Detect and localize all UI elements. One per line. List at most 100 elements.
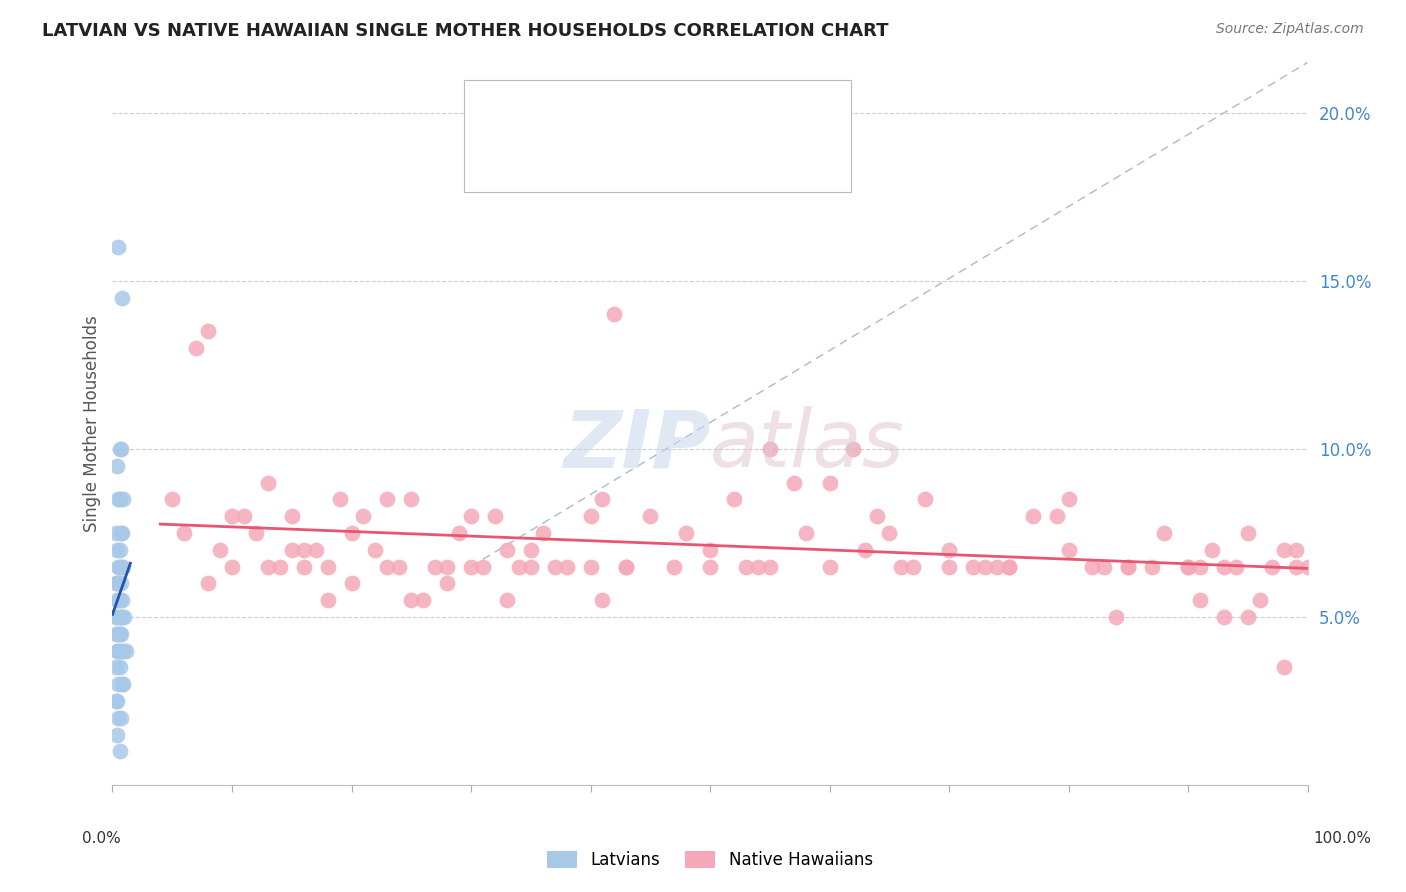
Point bbox=[747, 559, 769, 574]
Text: atlas: atlas bbox=[710, 407, 905, 484]
Point bbox=[759, 559, 782, 574]
Point bbox=[1272, 660, 1295, 674]
Point bbox=[1057, 542, 1080, 557]
Point bbox=[197, 576, 219, 591]
Point bbox=[112, 559, 135, 574]
Text: Source: ZipAtlas.com: Source: ZipAtlas.com bbox=[1216, 22, 1364, 37]
Point bbox=[879, 525, 901, 540]
Text: 0.0%: 0.0% bbox=[82, 831, 121, 847]
Text: LATVIAN VS NATIVE HAWAIIAN SINGLE MOTHER HOUSEHOLDS CORRELATION CHART: LATVIAN VS NATIVE HAWAIIAN SINGLE MOTHER… bbox=[42, 22, 889, 40]
Point bbox=[616, 559, 638, 574]
Point bbox=[1118, 559, 1140, 574]
Point bbox=[111, 291, 134, 305]
Point bbox=[108, 542, 131, 557]
Point bbox=[914, 492, 936, 507]
Point bbox=[107, 677, 129, 691]
Point bbox=[107, 643, 129, 657]
Point bbox=[508, 559, 530, 574]
Point bbox=[592, 593, 614, 607]
Point bbox=[209, 542, 232, 557]
Point bbox=[105, 727, 128, 741]
Point bbox=[110, 610, 132, 624]
Point bbox=[1249, 593, 1271, 607]
Point bbox=[107, 576, 129, 591]
Point bbox=[903, 559, 925, 574]
Text: R =: R = bbox=[546, 149, 575, 163]
Point bbox=[281, 509, 304, 524]
Point bbox=[110, 576, 132, 591]
Point bbox=[723, 492, 745, 507]
Point bbox=[1081, 559, 1104, 574]
Point bbox=[855, 542, 877, 557]
Point bbox=[105, 610, 128, 624]
Point bbox=[105, 542, 128, 557]
Point bbox=[1177, 559, 1199, 574]
Point bbox=[401, 593, 423, 607]
Point bbox=[105, 593, 128, 607]
Point bbox=[108, 593, 131, 607]
Point bbox=[496, 593, 519, 607]
Point bbox=[520, 559, 543, 574]
Point bbox=[675, 525, 697, 540]
Text: -0.058: -0.058 bbox=[602, 149, 659, 163]
Point bbox=[292, 559, 315, 574]
Point bbox=[245, 525, 267, 540]
Point bbox=[114, 610, 135, 624]
Point bbox=[866, 509, 889, 524]
Point bbox=[759, 442, 782, 456]
Point bbox=[436, 559, 458, 574]
Point bbox=[108, 744, 131, 758]
Point bbox=[105, 694, 128, 708]
Point bbox=[292, 542, 315, 557]
Point bbox=[592, 492, 614, 507]
Point bbox=[352, 509, 374, 524]
Point bbox=[640, 509, 662, 524]
Point bbox=[1189, 593, 1212, 607]
Point bbox=[108, 442, 131, 456]
Point bbox=[233, 509, 256, 524]
Point bbox=[1213, 559, 1236, 574]
Point bbox=[316, 559, 339, 574]
Point bbox=[531, 525, 554, 540]
Point bbox=[1094, 559, 1116, 574]
Text: 51: 51 bbox=[707, 112, 735, 126]
Point bbox=[425, 559, 447, 574]
Point bbox=[782, 475, 804, 490]
Point bbox=[110, 643, 132, 657]
Point bbox=[401, 492, 423, 507]
Point bbox=[938, 559, 960, 574]
Point bbox=[520, 542, 543, 557]
Point bbox=[436, 576, 458, 591]
Point bbox=[1189, 559, 1212, 574]
Point bbox=[107, 626, 129, 640]
Point bbox=[105, 525, 128, 540]
Point bbox=[1177, 559, 1199, 574]
Point bbox=[105, 576, 128, 591]
Point bbox=[108, 492, 131, 507]
Point bbox=[1272, 542, 1295, 557]
Point bbox=[1261, 559, 1284, 574]
Point bbox=[1237, 525, 1260, 540]
Point bbox=[1153, 525, 1175, 540]
Point bbox=[257, 475, 280, 490]
Point bbox=[484, 509, 506, 524]
Point bbox=[316, 593, 339, 607]
Point bbox=[105, 576, 128, 591]
Point bbox=[579, 509, 602, 524]
Point bbox=[794, 525, 817, 540]
Point bbox=[107, 711, 129, 725]
Point bbox=[998, 559, 1021, 574]
Point bbox=[108, 559, 131, 574]
Point bbox=[329, 492, 352, 507]
Point bbox=[105, 458, 128, 473]
Point bbox=[110, 559, 132, 574]
Point bbox=[1118, 559, 1140, 574]
Point bbox=[364, 542, 387, 557]
Point bbox=[173, 525, 195, 540]
Text: N=: N= bbox=[675, 112, 700, 126]
Text: 110: 110 bbox=[707, 149, 747, 163]
Point bbox=[1225, 559, 1247, 574]
Point bbox=[1046, 509, 1069, 524]
Point bbox=[105, 643, 128, 657]
Point bbox=[112, 492, 135, 507]
